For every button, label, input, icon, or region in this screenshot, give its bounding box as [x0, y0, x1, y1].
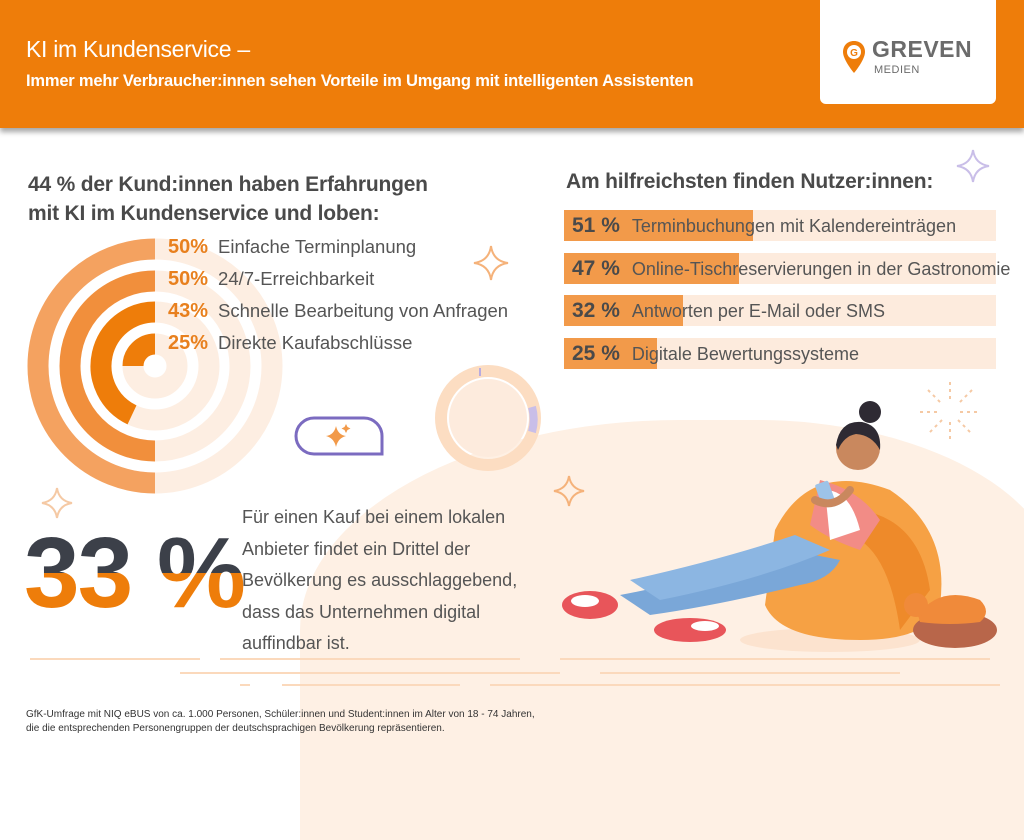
chat-bubble-icon — [294, 416, 384, 456]
right-heading: Am hilfreichsten finden Nutzer:innen: — [566, 170, 934, 193]
radial-category-label: Direkte Kaufabschlüsse — [218, 332, 413, 353]
location-pin-icon: G — [843, 41, 865, 73]
logo-letter: G — [850, 48, 858, 59]
radial-bar-3 — [90, 301, 156, 425]
decorative-donut — [435, 365, 541, 471]
decorative-lines — [30, 658, 1000, 686]
radial-bar-1 — [27, 238, 156, 494]
radial-label: 50% Einfache Terminplanung — [168, 236, 416, 259]
bar-value-label: 32 % — [572, 299, 620, 322]
radial-bar-chart — [27, 238, 283, 494]
bar-label: 47 % Online-Tischreservierungen in der Ga… — [572, 257, 1010, 281]
bar-row: 47 % Online-Tischreservierungen in der Ga… — [564, 252, 1010, 284]
footnote: GfK-Umfrage mit NIQ eBUS von ca. 1.000 P… — [26, 708, 535, 736]
radial-bar-4 — [122, 333, 156, 367]
radial-category-label: 24/7-Erreichbarkeit — [218, 268, 375, 289]
footnote-line1: GfK-Umfrage mit NIQ eBUS von ca. 1.000 P… — [26, 709, 535, 720]
bar-label: 51 % Terminbuchungen mit Kalendereinträge… — [572, 214, 956, 238]
logo-subtext: MEDIEN — [874, 64, 920, 76]
sparkle-icon — [473, 245, 509, 281]
bar-label: 32 % Antworten per E-Mail oder SMS — [572, 299, 885, 323]
woman-on-beanbag-illustration — [562, 401, 997, 652]
radial-label: 43% Schnelle Bearbeitung von Anfragen — [168, 300, 508, 323]
bar-value-label: 47 % — [572, 256, 620, 280]
bar-category-label: Terminbuchungen mit Kalendereinträgen — [631, 216, 957, 236]
page-subtitle: Immer mehr Verbraucher:innen sehen Vorte… — [26, 72, 694, 90]
radial-value-label: 43% — [168, 300, 209, 322]
radial-value-label: 25% — [168, 332, 209, 354]
radial-category-label: Schnelle Bearbeitung von Anfragen — [218, 300, 509, 321]
bar-row: 51 % Terminbuchungen mit Kalendereinträge… — [564, 210, 996, 241]
stat-description: Für einen Kauf bei einem lokalen Anbiete… — [242, 507, 518, 653]
bar-label: 25 % Digitale Bewertungssysteme — [572, 342, 859, 366]
bar-fill — [564, 210, 754, 241]
sparkle-icon — [41, 487, 73, 519]
sparkle-icon — [553, 475, 585, 507]
bar-fill — [564, 252, 739, 284]
logo-wordmark: GREVEN — [872, 36, 973, 62]
radial-value-label: 50% — [168, 236, 209, 258]
bar-row: 25 % Digitale Bewertungssysteme — [564, 337, 996, 369]
left-heading-line2: mit KI im Kundenservice und loben: — [28, 202, 380, 225]
bar-row: 32 % Antworten per E-Mail oder SMS — [564, 295, 996, 326]
radial-bar-2 — [59, 270, 156, 462]
radial-value-label: 50% — [168, 268, 209, 290]
bar-fill — [564, 337, 657, 369]
bar-category-label: Antworten per E-Mail oder SMS — [631, 301, 885, 321]
bar-value-label: 25 % — [572, 341, 620, 365]
left-heading-line1: 44 % der Kund:innen haben Erfahrungen — [28, 173, 428, 196]
sun-rays-decoration — [920, 382, 980, 442]
left-heading: 44 % der Kund:innen haben Erfahrungen mi… — [28, 170, 428, 228]
radial-label: 25% Direkte Kaufabschlüsse — [168, 332, 412, 355]
header-banner: KI im Kundenservice – Immer mehr Verbrau… — [0, 0, 1024, 128]
sparkle-icon — [956, 149, 990, 183]
stat-value: 33 % — [24, 517, 246, 629]
radial-category-label: Einfache Terminplanung — [218, 236, 417, 257]
bar-fill — [564, 295, 683, 326]
greven-medien-logo: G GREVEN MEDIEN — [820, 0, 996, 104]
footnote-line2: die die entsprechenden Personengruppen d… — [26, 723, 445, 734]
radial-label: 50% 24/7-Erreichbarkeit — [168, 268, 374, 291]
bar-category-label: Digitale Bewertungssysteme — [631, 343, 859, 364]
bar-value-label: 51 % — [572, 214, 620, 237]
page-title: KI im Kundenservice – — [26, 36, 250, 62]
bar-category-label: Online-Tischreservierungen in der Gastro… — [631, 258, 1011, 279]
